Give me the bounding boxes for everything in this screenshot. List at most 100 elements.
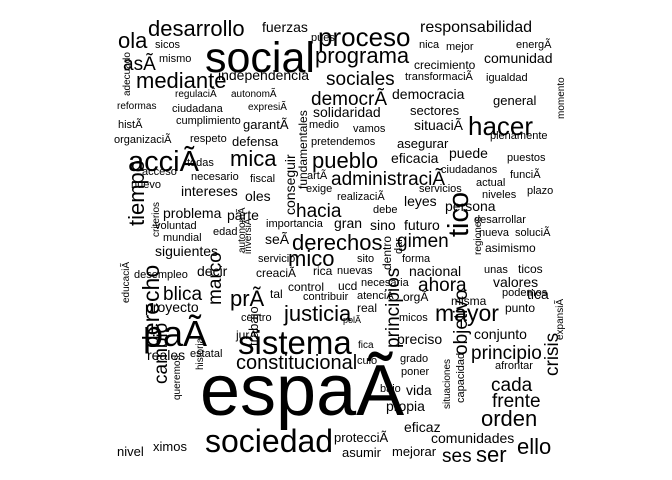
cloud-word: expansiÃ — [555, 298, 566, 340]
cloud-word: polÃ — [343, 315, 362, 325]
cloud-word: mayor — [435, 300, 499, 326]
cloud-word: ciudadana — [172, 103, 223, 115]
cloud-word: programa — [315, 43, 410, 68]
cloud-word: frente — [492, 391, 541, 412]
cloud-word: nacional — [409, 263, 462, 279]
cloud-word: acceso — [142, 166, 177, 178]
cloud-word: crecimiento — [414, 58, 476, 72]
cloud-word: exige — [306, 183, 333, 195]
cloud-word: oles — [245, 188, 271, 204]
cloud-word: ello — [517, 434, 552, 459]
cloud-word: decir — [197, 263, 228, 279]
cloud-word: ahora — [418, 275, 467, 296]
cloud-word: comunidades — [431, 430, 515, 446]
cloud-word: ser — [476, 442, 507, 467]
cloud-word: independencia — [218, 67, 310, 83]
cloud-word: sociales — [326, 69, 395, 90]
cloud-word: orden — [481, 406, 538, 431]
cloud-word: desempleo — [134, 269, 188, 281]
cloud-word: asimismo — [485, 241, 536, 255]
cloud-word: principio — [471, 343, 542, 364]
cloud-word: forma — [402, 253, 431, 265]
cloud-word: ola — [118, 28, 148, 53]
cloud-word: blica — [163, 284, 203, 305]
cloud-word: jurÃ — [236, 328, 258, 342]
cloud-word: pueblo — [312, 148, 379, 173]
cloud-word: cada — [491, 375, 533, 396]
cloud-word: necesaria — [361, 277, 409, 289]
cloud-word: estatal — [190, 348, 223, 360]
cloud-word: nivel — [117, 444, 144, 459]
cloud-word: servicios — [419, 183, 462, 195]
cloud-word: responsabilidad — [420, 19, 533, 36]
cloud-word: sociedad — [205, 423, 334, 459]
cloud-word: comunidad — [484, 50, 553, 66]
cloud-word: situaciÃ — [414, 117, 464, 133]
cloud-word: importancia — [266, 218, 323, 230]
cloud-word: medio — [309, 119, 339, 131]
cloud-word: dentro — [380, 235, 394, 270]
cloud-word: artÃ — [307, 170, 328, 182]
cloud-word: persona — [445, 198, 496, 214]
cloud-word: general — [493, 93, 537, 108]
cloud-word: fuerzas — [262, 19, 308, 35]
cloud-word: energÃ — [516, 39, 552, 51]
cloud-word: sito — [357, 253, 375, 265]
cloud-word: servicio — [258, 253, 296, 265]
cloud-word: prÃ — [230, 286, 265, 311]
cloud-word: seÃ — [265, 231, 290, 247]
cloud-word: debe — [373, 204, 398, 216]
cloud-word: necesario — [191, 171, 239, 183]
cloud-word: nuevo — [131, 179, 161, 191]
cloud-word: punto — [505, 301, 536, 315]
cloud-word: poner — [401, 366, 430, 378]
cloud-word: espaÃ — [200, 351, 405, 431]
cloud-word: solidaridad — [313, 104, 381, 120]
cloud-word: administraciÃ — [331, 169, 446, 190]
cloud-word: voluntad — [155, 220, 197, 232]
cloud-word: reformas — [117, 101, 157, 112]
cloud-word: vamos — [353, 123, 386, 135]
cloud-word: autonomÃ — [231, 89, 277, 100]
cloud-word: acciÃ — [128, 146, 199, 178]
cloud-word: parte — [227, 207, 259, 223]
cloud-word: puestos — [507, 152, 546, 164]
cloud-word: sino — [370, 217, 396, 233]
cloud-word: adecuado — [122, 52, 133, 96]
cloud-word: mico — [288, 246, 335, 271]
cloud-word: educaciÃ — [121, 261, 132, 303]
cloud-word: realizaciÃ — [337, 191, 385, 203]
cloud-word: conjunto — [474, 326, 527, 342]
cloud-word: eficaz — [404, 419, 441, 435]
cloud-word: asÃ — [123, 54, 156, 75]
cloud-word: sistema — [238, 324, 352, 361]
cloud-word: afrontar — [495, 360, 533, 372]
cloud-word: mejorar — [392, 444, 437, 459]
cloud-word: siguientes — [155, 243, 219, 259]
cloud-word: historia — [195, 337, 206, 370]
cloud-word: pues — [311, 32, 335, 44]
cloud-word: respeto — [190, 133, 227, 145]
cloud-word: queremos — [172, 355, 183, 400]
cloud-word: creaciÃ — [256, 266, 297, 280]
cloud-word: defensa — [232, 134, 279, 149]
cloud-word: mundial — [163, 232, 202, 244]
cloud-word: inversiÃ — [243, 218, 254, 254]
cloud-word: plenamente — [490, 130, 548, 142]
cloud-word: fiscal — [250, 173, 276, 185]
cloud-word: expresiÃ — [248, 102, 287, 113]
cloud-word: ucd — [338, 279, 358, 293]
cloud-word: soluciÃ — [515, 227, 551, 239]
cloud-word: social — [205, 34, 315, 82]
cloud-word: momento — [556, 77, 567, 119]
cloud-word: fica — [358, 340, 374, 351]
cloud-word: tica — [527, 286, 549, 302]
cloud-word: regulaciÃ — [175, 89, 217, 100]
cloud-word: situaciones — [442, 358, 453, 409]
cloud-word: sicos — [155, 39, 181, 51]
cloud-word: justicia — [284, 301, 352, 326]
cloud-word: puede — [449, 145, 488, 161]
cloud-word: grado — [400, 353, 429, 365]
cloud-word: futuro — [404, 217, 440, 233]
